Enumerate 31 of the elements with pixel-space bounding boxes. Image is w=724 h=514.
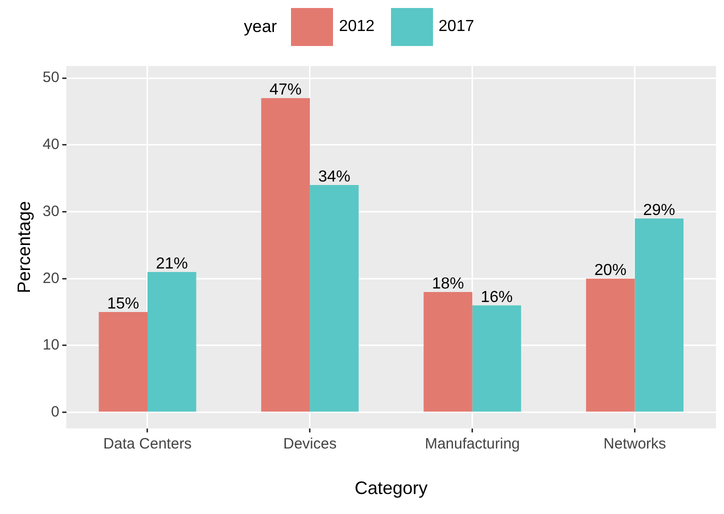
y-tick-label: 0 — [50, 403, 60, 420]
x-axis-title: Category — [354, 478, 428, 498]
bar — [424, 292, 472, 412]
bar — [586, 278, 635, 412]
data-label: 29% — [643, 202, 676, 219]
data-label: 47% — [270, 82, 302, 98]
y-tick-label: 20 — [42, 270, 60, 287]
data-label: 21% — [156, 255, 188, 272]
y-tick-label: 10 — [42, 336, 60, 354]
legend-label: 2012 — [338, 18, 375, 36]
x-tick-label: Manufacturing — [424, 436, 520, 453]
bar — [472, 305, 522, 412]
y-axis-title: Percentage — [14, 201, 34, 294]
data-label: 18% — [432, 275, 464, 292]
bar — [148, 272, 196, 412]
y-tick-label: 50 — [42, 69, 60, 86]
data-label: 20% — [594, 262, 626, 280]
bar — [634, 218, 684, 412]
legend-label: 2017 — [438, 18, 474, 36]
x-tick-label: Data Centers — [103, 436, 192, 453]
y-tick-label: 30 — [42, 202, 60, 220]
bar — [261, 98, 310, 412]
x-tick-label: Devices — [283, 436, 337, 453]
data-label: 34% — [318, 168, 350, 186]
x-tick-label: Networks — [604, 436, 666, 453]
y-tick-label: 40 — [42, 136, 60, 154]
data-label: 16% — [480, 288, 513, 306]
bar — [98, 312, 148, 412]
legend-title: year — [244, 17, 277, 37]
data-label: 15% — [107, 295, 140, 312]
bar — [310, 185, 359, 412]
